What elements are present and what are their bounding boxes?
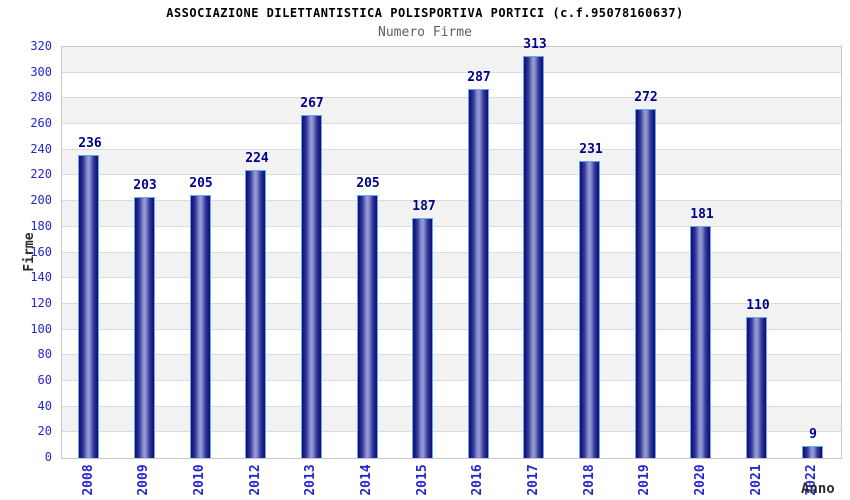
- bar: [134, 197, 155, 458]
- plot-band-gray: [62, 406, 841, 433]
- x-tick-label: 2013: [303, 464, 318, 496]
- y-tick-label: 0: [44, 450, 52, 464]
- y-tick-label: 40: [37, 398, 52, 413]
- y-tick-label: 220: [30, 167, 52, 182]
- x-tick-label: 2021: [749, 464, 764, 496]
- y-tick-label: 120: [30, 295, 52, 310]
- bar-value-label: 203: [133, 178, 157, 193]
- bar-value-label: 313: [523, 37, 547, 52]
- plot-band-white: [62, 72, 841, 99]
- y-tick-label: 260: [30, 116, 52, 131]
- x-tick-label: 2009: [136, 464, 151, 496]
- plot-band-white: [62, 329, 841, 356]
- bar-value-label: 267: [300, 96, 324, 111]
- bar-value-label: 231: [579, 142, 603, 157]
- y-tick-label: 180: [30, 218, 52, 233]
- x-tick-label: 2008: [81, 464, 96, 496]
- plot-band-gray: [62, 98, 841, 125]
- plot-band-white: [62, 124, 841, 150]
- plot-band-white: [62, 226, 841, 253]
- bar: [78, 155, 99, 458]
- plot-area: 236 203 205 224 267 205 187 287 313 231 272 181 110 9: [61, 38, 842, 459]
- x-tick-label: 2017: [526, 464, 541, 496]
- plot-band-white: [62, 432, 841, 458]
- bar: [468, 89, 489, 458]
- chart-subtitle: Numero Firme: [378, 25, 472, 40]
- y-tick-label: 100: [30, 321, 52, 336]
- bar: [579, 161, 600, 458]
- x-tick-label: 2015: [415, 464, 430, 496]
- bar-value-label: 205: [189, 176, 213, 191]
- plot-band-gray: [62, 303, 841, 330]
- y-tick-label: 20: [37, 424, 52, 439]
- x-tick-label: 2012: [248, 464, 263, 496]
- y-tick-label: 160: [30, 244, 52, 259]
- y-tick-label: 240: [30, 141, 52, 156]
- x-tick-label: 2020: [693, 464, 708, 496]
- plot-band-white: [62, 278, 841, 304]
- y-tick-label: 140: [30, 270, 52, 285]
- x-tick-label: 2014: [359, 464, 374, 496]
- bar: [523, 56, 544, 458]
- y-tick-label: 60: [37, 372, 52, 387]
- x-axis-title: Anno: [801, 481, 835, 497]
- plot-band-gray: [62, 252, 841, 279]
- bar-value-label: 224: [245, 151, 269, 166]
- bar: [190, 195, 211, 458]
- bar-value-label: 287: [467, 70, 491, 85]
- plot-band-gray: [62, 355, 841, 381]
- bar: [746, 317, 767, 458]
- bar-value-label: 110: [746, 298, 770, 313]
- x-tick-label: 2010: [192, 464, 207, 496]
- bar-value-label: 205: [356, 176, 380, 191]
- bar: [690, 226, 711, 458]
- bar: [245, 170, 266, 458]
- y-tick-label: 280: [30, 90, 52, 105]
- chart-title: ASSOCIAZIONE DILETTANTISTICA POLISPORTIV…: [166, 6, 684, 20]
- plot-band-gray: [62, 47, 841, 73]
- bar-value-label: 272: [634, 90, 658, 105]
- bar-value-label: 187: [412, 199, 436, 214]
- bar-value-label: 236: [78, 136, 102, 151]
- x-tick-label: 2019: [637, 464, 652, 496]
- bar: [301, 115, 322, 458]
- bar-value-label: 181: [690, 207, 714, 222]
- y-tick-label: 300: [30, 64, 52, 79]
- x-tick-label: 2016: [470, 464, 485, 496]
- bar-value-label: 9: [809, 427, 817, 442]
- plot-band-white: [62, 380, 841, 407]
- x-tick-label: 2018: [582, 464, 597, 496]
- bar: [357, 195, 378, 458]
- y-tick-label: 200: [30, 193, 52, 208]
- plot-band-gray: [62, 149, 841, 176]
- bar: [412, 218, 433, 458]
- y-tick-label: 320: [30, 39, 52, 53]
- bar: [635, 109, 656, 458]
- bar: [802, 446, 823, 458]
- y-tick-label: 80: [37, 347, 52, 362]
